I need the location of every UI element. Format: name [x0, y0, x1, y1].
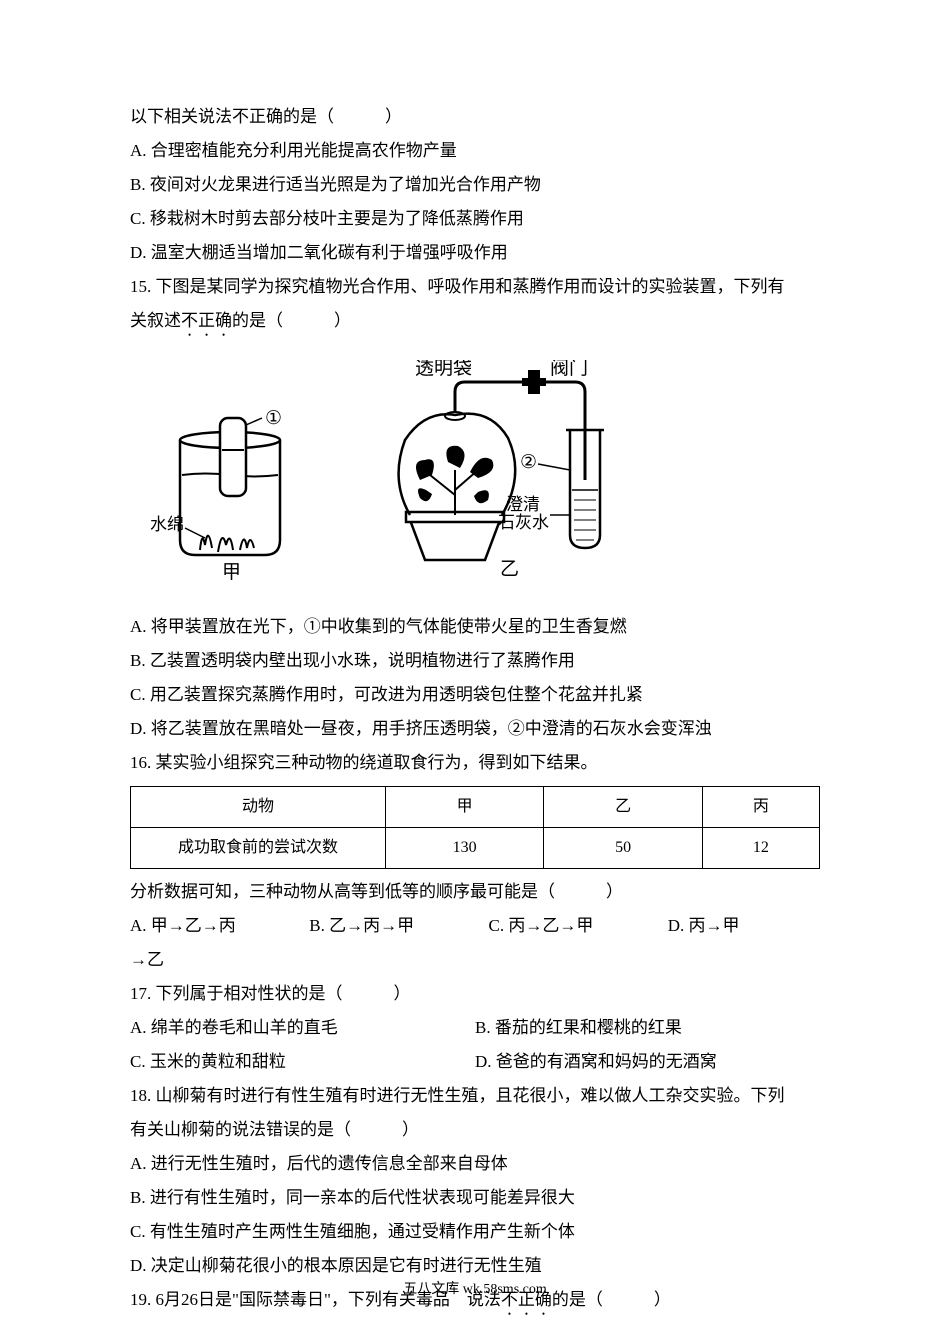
q15-stem-pre: 关叙述: [130, 311, 181, 330]
q16-stem: 16. 某实验小组探究三种动物的绕道取食行为，得到如下结果。: [130, 746, 820, 780]
q14-stem: 以下相关说法不正确的是（ ）: [130, 100, 820, 134]
q18-stem-line1: 18. 山柳菊有时进行有性生殖有时进行无性生殖，且花很小，难以做人工杂交实验。下…: [130, 1079, 820, 1113]
q15-option-b: B. 乙装置透明袋内壁出现小水珠，说明植物进行了蒸腾作用: [130, 644, 820, 678]
label-spirogyra: 水绵: [150, 515, 184, 534]
label-jia: 甲: [222, 562, 241, 580]
q16-option-b: B. 乙→丙→甲: [309, 909, 484, 943]
table-row-label: 成功取食前的尝试次数: [131, 828, 386, 869]
q18-option-a: A. 进行无性生殖时，后代的遗传信息全部来自母体: [130, 1147, 820, 1181]
q18-option-c: C. 有性生殖时产生两性生殖细胞，通过受精作用产生新个体: [130, 1215, 820, 1249]
q16-option-c: C. 丙→乙→甲: [489, 909, 664, 943]
q18-option-b: B. 进行有性生殖时，同一亲本的后代性状表现可能差异很大: [130, 1181, 820, 1215]
q15-stem-post: 的是（ ）: [232, 311, 351, 330]
q14-option-c: C. 移栽树木时剪去部分枝叶主要是为了降低蒸腾作用: [130, 202, 820, 236]
q15-stem-line2: 关叙述不正确的是（ ）: [130, 304, 820, 340]
q17-option-b: B. 番茄的红果和樱桃的红果: [475, 1011, 820, 1045]
q17-options-row2: C. 玉米的黄粒和甜粒 D. 爸爸的有酒窝和妈妈的无酒窝: [130, 1045, 820, 1079]
label-transparent-bag: 透明袋: [415, 360, 472, 379]
q15-option-c: C. 用乙装置探究蒸腾作用时，可改进为用透明袋包住整个花盆并扎紧: [130, 678, 820, 712]
q16-option-d-cont: →乙: [130, 943, 820, 977]
q16-option-d: D. 丙→甲: [668, 909, 740, 943]
table-header-yi: 乙: [544, 787, 702, 828]
label-circle-1: ①: [265, 408, 282, 429]
q16-after: 分析数据可知，三种动物从高等到低等的顺序最可能是（ ）: [130, 875, 820, 909]
q17-options-row1: A. 绵羊的卷毛和山羊的直毛 B. 番茄的红果和樱桃的红果: [130, 1011, 820, 1045]
footer: 五八文库 wk.58sms.com: [0, 1276, 950, 1304]
diagram-jia: ① 水绵 甲: [150, 380, 310, 580]
label-limewater-1: 澄清: [506, 495, 540, 514]
label-valve: 阀门: [550, 360, 588, 379]
label-circle-2: ②: [520, 452, 537, 473]
q15-stem-line1: 15. 下图是某同学为探究植物光合作用、呼吸作用和蒸腾作用而设计的实验装置，下列…: [130, 270, 820, 304]
q15-stem-emph: 不正确: [181, 311, 232, 330]
q14-option-a: A. 合理密植能充分利用光能提高农作物产量: [130, 134, 820, 168]
q15-option-a: A. 将甲装置放在光下，①中收集到的气体能使带火星的卫生香复燃: [130, 610, 820, 644]
table-header-animal: 动物: [131, 787, 386, 828]
q17-stem: 17. 下列属于相对性状的是（ ）: [130, 977, 820, 1011]
table-cell-jia: 130: [385, 828, 543, 869]
table-header-bing: 丙: [702, 787, 819, 828]
table-header-jia: 甲: [385, 787, 543, 828]
q17-option-d: D. 爸爸的有酒窝和妈妈的无酒窝: [475, 1045, 820, 1079]
q14-option-d: D. 温室大棚适当增加二氧化碳有利于增强呼吸作用: [130, 236, 820, 270]
q14-option-b: B. 夜间对火龙果进行适当光照是为了增加光合作用产物: [130, 168, 820, 202]
q18-stem-line2: 有关山柳菊的说法错误的是（ ）: [130, 1113, 820, 1147]
diagram-yi: ② 透明袋 阀门 澄清 石灰水 乙: [370, 360, 630, 580]
q16-options-line1: A. 甲→乙→丙 B. 乙→丙→甲 C. 丙→乙→甲 D. 丙→甲: [130, 909, 820, 943]
table-cell-bing: 12: [702, 828, 819, 869]
q16-option-a: A. 甲→乙→丙: [130, 909, 305, 943]
q16-table: 动物 甲 乙 丙 成功取食前的尝试次数 130 50 12: [130, 786, 820, 869]
label-yi: 乙: [500, 559, 519, 580]
table-cell-yi: 50: [544, 828, 702, 869]
q17-option-a: A. 绵羊的卷毛和山羊的直毛: [130, 1011, 475, 1045]
q17-option-c: C. 玉米的黄粒和甜粒: [130, 1045, 475, 1079]
q15-option-d: D. 将乙装置放在黑暗处一昼夜，用手挤压透明袋，②中澄清的石灰水会变浑浊: [130, 712, 820, 746]
q15-diagrams: ① 水绵 甲: [150, 360, 820, 580]
label-limewater-2: 石灰水: [498, 513, 549, 532]
